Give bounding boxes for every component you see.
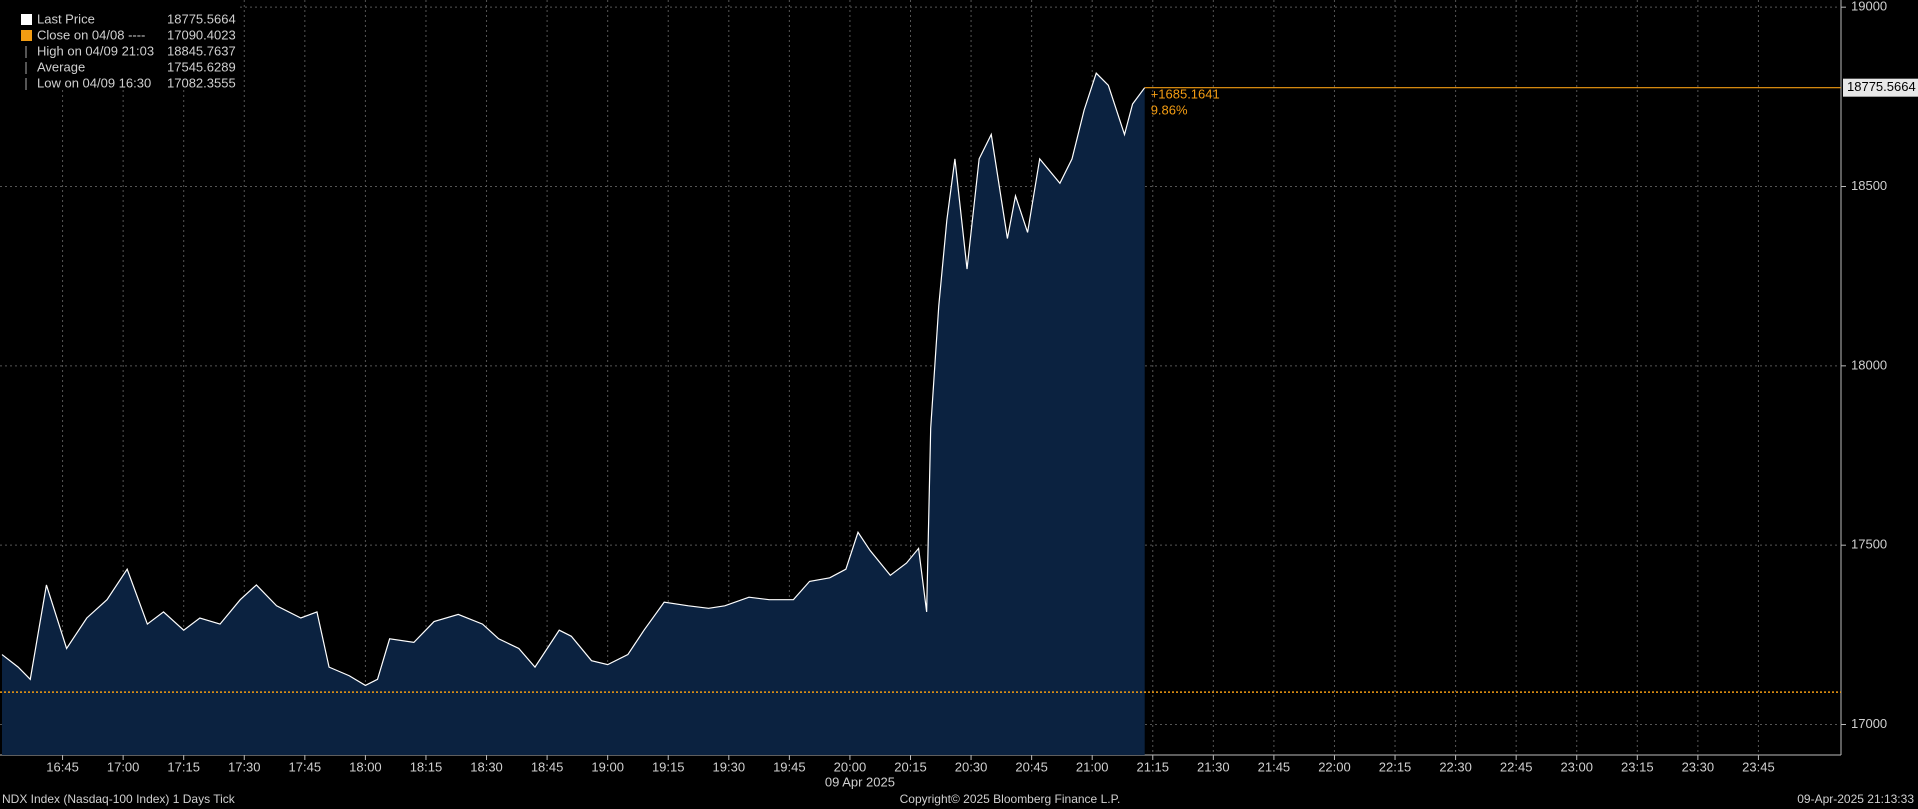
- x-tick-label: 22:45: [1500, 759, 1533, 774]
- y-tick-label: 19000: [1851, 0, 1887, 14]
- x-tick-label: 23:00: [1560, 759, 1593, 774]
- y-tick-label: 17000: [1851, 716, 1887, 731]
- footer-left: NDX Index (Nasdaq-100 Index) 1 Days Tick: [2, 792, 236, 806]
- x-tick-label: 20:15: [894, 759, 927, 774]
- legend-name: Last Price: [37, 11, 95, 26]
- legend-value: 18775.5664: [167, 11, 236, 26]
- x-tick-label: 21:45: [1258, 759, 1291, 774]
- legend-value: 18845.7637: [167, 43, 236, 58]
- x-tick-label: 17:00: [107, 759, 140, 774]
- x-date-label: 09 Apr 2025: [825, 774, 895, 789]
- legend-swatch: [21, 14, 32, 25]
- x-tick-label: 22:00: [1318, 759, 1351, 774]
- legend-name: Average: [37, 59, 85, 74]
- legend-value: 17082.3555: [167, 75, 236, 90]
- x-tick-label: 23:45: [1742, 759, 1775, 774]
- x-tick-label: 19:45: [773, 759, 806, 774]
- x-tick-label: 21:30: [1197, 759, 1230, 774]
- legend-value: 17545.6289: [167, 59, 236, 74]
- x-tick-label: 17:45: [289, 759, 322, 774]
- x-tick-label: 23:15: [1621, 759, 1654, 774]
- legend-value: 17090.4023: [167, 27, 236, 42]
- last-price-label: 18775.5664: [1847, 79, 1916, 94]
- footer-right: 09-Apr-2025 21:13:33: [1797, 792, 1914, 806]
- x-tick-label: 19:15: [652, 759, 685, 774]
- legend-name: High on 04/09 21:03: [37, 43, 154, 58]
- x-tick-label: 17:15: [167, 759, 200, 774]
- x-tick-label: 21:15: [1136, 759, 1169, 774]
- x-tick-label: 18:15: [410, 759, 443, 774]
- change-pct-annotation: 9.86%: [1151, 102, 1188, 117]
- area: [2, 73, 1145, 756]
- x-tick-label: 22:15: [1379, 759, 1412, 774]
- legend-swatch: [21, 30, 32, 41]
- x-tick-label: 20:00: [834, 759, 867, 774]
- legend-box: [0, 0, 238, 89]
- price-line: [1, 72, 1146, 687]
- x-tick-label: 23:30: [1682, 759, 1715, 774]
- legend-name: Close on 04/08 ----: [37, 27, 145, 42]
- x-tick-label: 19:30: [713, 759, 746, 774]
- y-tick-label: 18500: [1851, 178, 1887, 193]
- legend-name: Low on 04/09 16:30: [37, 75, 151, 90]
- x-tick-label: 18:45: [531, 759, 564, 774]
- footer-center: Copyright© 2025 Bloomberg Finance L.P.: [900, 792, 1121, 806]
- x-tick-label: 18:30: [470, 759, 503, 774]
- x-tick-label: 19:00: [591, 759, 624, 774]
- y-tick-label: 18000: [1851, 357, 1887, 372]
- change-annotation: +1685.1641: [1151, 86, 1220, 101]
- x-tick-label: 18:00: [349, 759, 382, 774]
- x-tick-label: 20:30: [955, 759, 988, 774]
- x-tick-label: 17:30: [228, 759, 261, 774]
- last-price-box: [1843, 78, 1918, 97]
- x-tick-label: 21:00: [1076, 759, 1109, 774]
- x-tick-label: 22:30: [1439, 759, 1472, 774]
- x-tick-label: 20:45: [1015, 759, 1048, 774]
- x-tick-label: 16:45: [46, 759, 79, 774]
- y-tick-label: 17500: [1851, 537, 1887, 552]
